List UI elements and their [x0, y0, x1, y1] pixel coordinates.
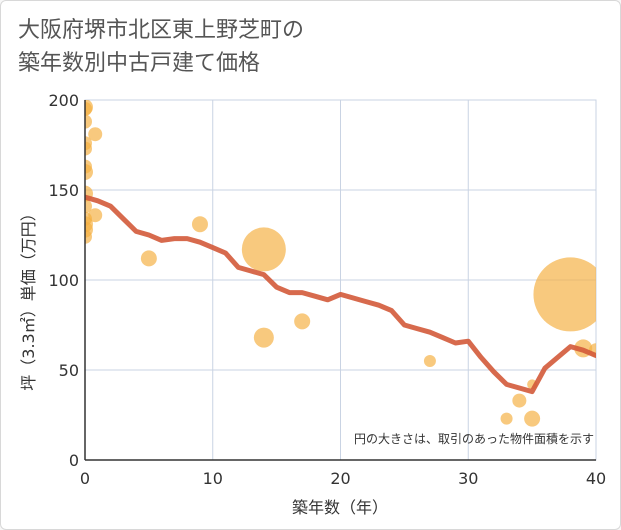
bubble-point [524, 410, 541, 427]
bubble-point [85, 164, 93, 180]
bubble-point [253, 327, 274, 348]
chart-title-line-1: 大阪府堺市北区東上野芝町の [18, 18, 305, 43]
bubble-point [88, 127, 103, 142]
bubble-point [294, 313, 311, 330]
x-tick-label: 40 [586, 469, 606, 488]
bubble-point [533, 257, 596, 332]
chart-title: 大阪府堺市北区東上野芝町の 築年数別中古戸建て価格 [18, 14, 304, 80]
x-tick-label: 10 [203, 469, 223, 488]
y-tick-label: 150 [48, 181, 79, 200]
bubble-point [88, 208, 103, 223]
y-axis-label: 坪（3.3㎡）単価（万円） [19, 205, 38, 390]
bubble-point [500, 412, 513, 425]
y-tick-label: 100 [48, 271, 79, 290]
bubble-size-note: 円の大きさは、取引のあった物件面積を示す [354, 431, 594, 446]
bubble-point [85, 229, 92, 244]
chart-title-line-2: 築年数別中古戸建て価格 [18, 51, 261, 76]
bubble-point [191, 216, 208, 233]
bubble-point [85, 114, 92, 129]
y-tick-label: 50 [59, 361, 79, 380]
bubble-point [140, 250, 157, 267]
bubble-point [512, 393, 527, 408]
bubble-point [85, 199, 92, 214]
y-tick-label: 0 [69, 451, 79, 470]
x-tick-label: 30 [458, 469, 478, 488]
tick-labels: 0 10 20 30 40 0 50 100 150 200 [48, 91, 606, 488]
x-axis-label: 築年数（年） [292, 498, 388, 517]
y-tick-label: 200 [48, 91, 79, 110]
bubble-point [85, 102, 92, 116]
bubble-point [241, 227, 286, 272]
bubble-point [85, 141, 92, 156]
trend-series [85, 194, 596, 395]
bubble-point [423, 355, 436, 367]
trend-line [85, 194, 596, 395]
x-tick-label: 20 [330, 469, 350, 488]
x-tick-label: 0 [80, 469, 90, 488]
grid [84, 99, 597, 461]
